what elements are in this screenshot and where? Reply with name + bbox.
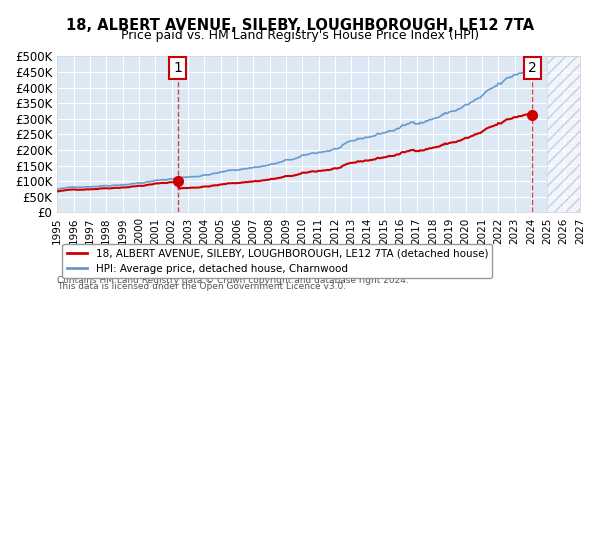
Text: This data is licensed under the Open Government Licence v3.0.: This data is licensed under the Open Gov… xyxy=(57,282,346,291)
Text: 24-MAY-2002: 24-MAY-2002 xyxy=(120,250,201,263)
Text: £312,400: £312,400 xyxy=(266,262,326,274)
Text: £100,000: £100,000 xyxy=(266,250,326,263)
Text: 1: 1 xyxy=(173,61,182,75)
Text: Contains HM Land Registry data © Crown copyright and database right 2024.: Contains HM Land Registry data © Crown c… xyxy=(57,276,409,285)
Text: 1: 1 xyxy=(74,250,82,263)
Text: 31-JAN-2024: 31-JAN-2024 xyxy=(120,262,199,274)
Text: 23% ↓ HPI: 23% ↓ HPI xyxy=(371,262,437,274)
Text: 18, ALBERT AVENUE, SILEBY, LOUGHBOROUGH, LE12 7TA: 18, ALBERT AVENUE, SILEBY, LOUGHBOROUGH,… xyxy=(66,18,534,33)
Text: 34% ↓ HPI: 34% ↓ HPI xyxy=(371,250,437,263)
Bar xyxy=(547,57,580,212)
Text: 2: 2 xyxy=(528,61,536,75)
Text: Price paid vs. HM Land Registry's House Price Index (HPI): Price paid vs. HM Land Registry's House … xyxy=(121,29,479,42)
Legend: 18, ALBERT AVENUE, SILEBY, LOUGHBOROUGH, LE12 7TA (detached house), HPI: Average: 18, ALBERT AVENUE, SILEBY, LOUGHBOROUGH,… xyxy=(62,244,493,278)
Text: 2: 2 xyxy=(74,262,82,274)
